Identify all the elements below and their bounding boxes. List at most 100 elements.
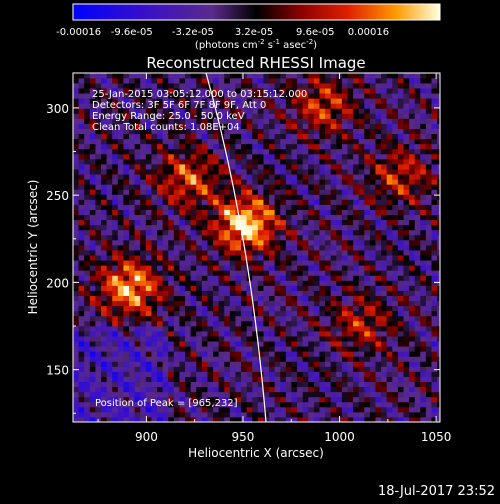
heatmap-cell (95, 305, 102, 312)
heatmap-cell (263, 113, 270, 119)
heatmap-cell (84, 158, 91, 165)
heatmap-cell (297, 376, 304, 383)
heatmap-cell (129, 351, 136, 357)
heatmap-cell (291, 325, 298, 332)
heatmap-cell (397, 255, 404, 261)
heatmap-cell (369, 320, 376, 327)
heatmap-cell (117, 260, 124, 266)
heatmap-cell (229, 310, 236, 317)
heatmap-cell (313, 209, 320, 216)
heatmap-cell (241, 351, 248, 357)
heatmap-cell (157, 280, 164, 286)
heatmap-cell (347, 118, 354, 124)
heatmap-cell (274, 179, 281, 185)
heatmap-cell (358, 88, 365, 94)
heatmap-cell (218, 138, 225, 145)
heatmap-cell (336, 128, 343, 135)
heatmap-cell (386, 82, 393, 89)
heatmap-cell (425, 209, 433, 216)
heatmap-cell (151, 341, 158, 347)
heatmap-cell (145, 305, 152, 312)
heatmap-cell (364, 194, 371, 200)
heatmap-cell (134, 98, 141, 104)
heatmap-cell (84, 366, 91, 372)
heatmap-cell (112, 103, 119, 109)
heatmap-cell (409, 356, 416, 362)
heatmap-cell (381, 406, 388, 413)
heatmap-cell (168, 300, 175, 307)
heatmap-cell (431, 416, 438, 422)
heatmap-cell (78, 219, 85, 226)
heatmap-cell (196, 416, 203, 422)
heatmap-cell (151, 199, 158, 205)
heatmap-cell (201, 158, 208, 165)
heatmap-cell (358, 260, 365, 266)
heatmap-cell (224, 315, 231, 322)
heatmap-cell (190, 376, 197, 383)
heatmap-cell (313, 113, 320, 119)
heatmap-cell (280, 108, 287, 114)
heatmap-cell (392, 219, 399, 226)
heatmap-cell (313, 366, 320, 372)
heatmap-cell (201, 199, 208, 205)
heatmap-cell (129, 310, 136, 317)
heatmap-cell (330, 209, 337, 216)
heatmap-cell (185, 138, 192, 145)
heatmap-cell (425, 270, 433, 276)
heatmap-cell (269, 93, 276, 99)
heatmap-cell (73, 224, 80, 231)
heatmap-cell (235, 179, 242, 185)
heatmap-cell (381, 77, 388, 84)
heatmap-cell (386, 249, 393, 256)
heatmap-cell (280, 204, 287, 210)
heatmap-cell (330, 280, 337, 286)
heatmap-cell (369, 391, 376, 398)
heatmap-cell (101, 310, 108, 317)
heatmap-cell (89, 148, 96, 155)
heatmap-cell (341, 255, 348, 261)
heatmap-cell (263, 123, 270, 129)
heatmap-cell (269, 325, 276, 332)
heatmap-cell (95, 325, 102, 332)
heatmap-cell (297, 356, 304, 362)
heatmap-cell (78, 335, 85, 342)
heatmap-cell (313, 310, 320, 317)
heatmap-cell (291, 335, 298, 342)
heatmap-cell (117, 214, 124, 221)
heatmap-cell (369, 290, 376, 296)
heatmap-cell (218, 249, 225, 256)
heatmap-cell (101, 275, 108, 281)
heatmap-cell (347, 255, 354, 261)
heatmap-cell (291, 214, 298, 221)
heatmap-cell (252, 194, 259, 200)
heatmap-cell (392, 346, 399, 352)
heatmap-cell (386, 260, 393, 266)
heatmap-cell (409, 310, 416, 317)
heatmap-cell (218, 93, 225, 99)
heatmap-cell (151, 285, 158, 291)
heatmap-cell (330, 184, 337, 190)
heatmap-cell (274, 401, 281, 408)
heatmap-cell (252, 93, 259, 99)
heatmap-cell (140, 153, 147, 160)
heatmap-cell (319, 148, 326, 155)
heatmap-cell (84, 214, 91, 221)
heatmap-cell (269, 224, 276, 231)
heatmap-cell (386, 123, 393, 129)
heatmap-cell (319, 270, 326, 276)
heatmap-cell (409, 143, 416, 150)
heatmap-cell (168, 265, 175, 271)
heatmap-cell (381, 179, 388, 185)
heatmap-cell (145, 153, 152, 160)
heatmap-cell (89, 290, 96, 296)
heatmap-cell (201, 128, 208, 135)
heatmap-cell (336, 214, 343, 221)
heatmap-cell (420, 315, 427, 322)
heatmap-cell (437, 411, 440, 418)
heatmap-cell (257, 285, 264, 291)
heatmap-cell (117, 290, 124, 296)
heatmap-cell (185, 406, 192, 413)
heatmap-cell (364, 285, 371, 291)
heatmap-cell (179, 93, 186, 99)
heatmap-cell (241, 325, 248, 332)
